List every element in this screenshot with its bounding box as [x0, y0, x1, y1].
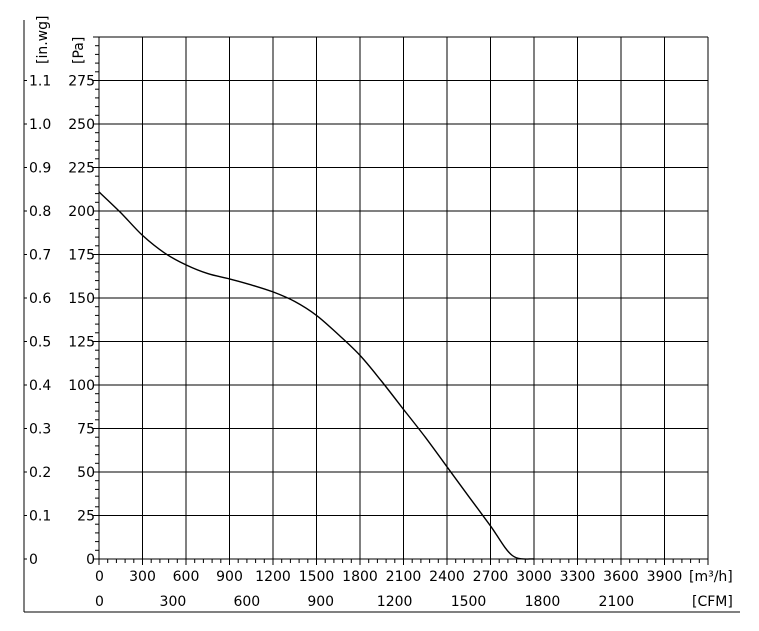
x-tick-label-m3h: 3300 — [560, 569, 596, 585]
y-unit-in-wg-label: [in.wg] — [35, 16, 51, 64]
x-tick-label-cfm: 2100 — [599, 594, 635, 610]
x-tick-label-m3h: 1200 — [255, 569, 291, 585]
y-unit-pa-label: [Pa] — [71, 37, 87, 64]
x-unit-m3h-label: [m³/h] — [689, 569, 733, 585]
y-tick-label-pa: 75 — [77, 422, 95, 438]
y-tick-label-in-wg: 0.5 — [29, 335, 51, 351]
x-tick-label-m3h: 2100 — [386, 569, 422, 585]
x-tick-label-m3h: 2400 — [429, 569, 465, 585]
y-tick-label-in-wg: 0 — [29, 552, 38, 568]
x-tick-label-m3h: 600 — [173, 569, 200, 585]
x-tick-label-m3h: 3600 — [603, 569, 639, 585]
y-tick-label-pa: 175 — [68, 248, 95, 264]
y-tick-label-in-wg: 1.1 — [29, 74, 51, 90]
x-tick-label-cfm: 900 — [307, 594, 334, 610]
y-tick-label-pa: 0 — [86, 552, 95, 568]
y-tick-label-pa: 275 — [68, 74, 95, 90]
y-tick-label-in-wg: 0.6 — [29, 291, 51, 307]
x-tick-label-cfm: 1800 — [525, 594, 561, 610]
x-tick-label-m3h: 2700 — [473, 569, 509, 585]
y-tick-label-pa: 125 — [68, 335, 95, 351]
x-tick-label-cfm: 600 — [233, 594, 260, 610]
y-tick-label-in-wg: 1.0 — [29, 117, 51, 133]
x-tick-label-m3h: 0 — [95, 569, 104, 585]
tick-labels: 00250.1500.2750.31000.41250.51500.61750.… — [29, 74, 682, 611]
x-tick-label-m3h: 300 — [129, 569, 156, 585]
y-tick-label-in-wg: 0.7 — [29, 248, 51, 264]
x-tick-label-m3h: 900 — [216, 569, 243, 585]
y-tick-label-pa: 25 — [77, 509, 95, 525]
x-unit-cfm-label: [CFM] — [692, 594, 733, 610]
y-tick-label-pa: 250 — [68, 117, 95, 133]
grid — [98, 36, 709, 560]
x-tick-label-m3h: 1500 — [299, 569, 335, 585]
x-tick-label-cfm: 0 — [95, 594, 104, 610]
x-tick-label-cfm: 300 — [160, 594, 187, 610]
tick-marks — [24, 36, 709, 565]
y-tick-label-in-wg: 0.3 — [29, 422, 51, 438]
x-tick-label-m3h: 1800 — [342, 569, 378, 585]
y-tick-label-pa: 150 — [68, 291, 95, 307]
y-tick-label-pa: 225 — [68, 161, 95, 177]
y-tick-label-pa: 50 — [77, 465, 95, 481]
y-tick-label-pa: 200 — [68, 204, 95, 220]
y-tick-label-in-wg: 0.9 — [29, 161, 51, 177]
x-tick-label-m3h: 3000 — [516, 569, 552, 585]
pressure-flow-curve — [98, 191, 535, 560]
y-tick-label-in-wg: 0.1 — [29, 509, 51, 525]
x-tick-label-cfm: 1200 — [377, 594, 413, 610]
y-tick-label-pa: 100 — [68, 378, 95, 394]
y-tick-label-in-wg: 0.2 — [29, 465, 51, 481]
x-tick-label-cfm: 1500 — [451, 594, 487, 610]
y-tick-label-in-wg: 0.4 — [29, 378, 51, 394]
x-tick-label-m3h: 3900 — [647, 569, 683, 585]
y-tick-label-in-wg: 0.8 — [29, 204, 51, 220]
